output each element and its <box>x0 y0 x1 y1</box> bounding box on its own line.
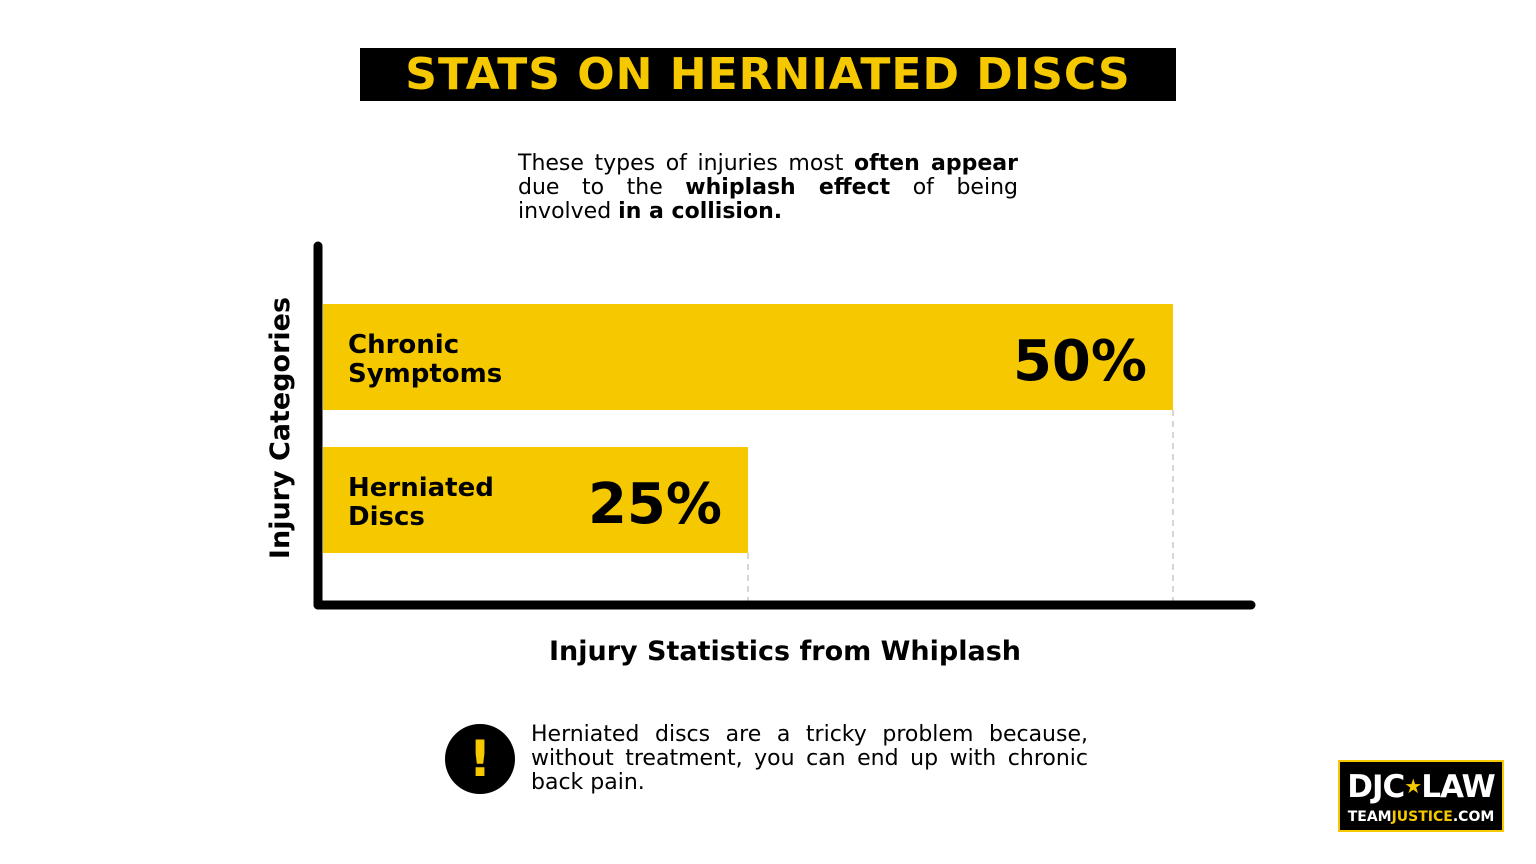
logo-right: LAW <box>1421 769 1496 805</box>
logo-bottom-a: TEAM <box>1347 809 1392 825</box>
category-label: Herniated Discs <box>348 473 494 532</box>
djc-law-logo: DJC★LAW TEAMJUSTICE.COM <box>1338 760 1504 832</box>
intro-text: These types of injuries most often appea… <box>518 152 1018 224</box>
logo-wordmark: DJC★LAW <box>1340 768 1502 805</box>
category-label: Chronic Symptoms <box>348 330 502 389</box>
intro-part: of being involved <box>518 175 1018 224</box>
star-icon: ★ <box>1404 774 1422 798</box>
y-axis-label: Injury Categories <box>265 297 296 559</box>
logo-website: TEAMJUSTICE.COM <box>1340 808 1502 826</box>
title-banner: STATS ON HERNIATED DISCS <box>360 48 1176 101</box>
intro-part: These types of injuries most <box>518 151 854 176</box>
exclamation-icon: ! <box>445 724 515 794</box>
x-axis-label: Injury Statistics from Whiplash <box>549 636 1021 667</box>
logo-left: DJC <box>1347 769 1405 805</box>
logo-bottom-c: .COM <box>1452 809 1495 825</box>
bar <box>323 447 748 553</box>
bar <box>323 304 1173 410</box>
intro-bold: in a collision. <box>618 199 783 224</box>
page-title: STATS ON HERNIATED DISCS <box>405 49 1131 100</box>
intro-part: due to the <box>518 175 686 200</box>
callout-text: Herniated discs are a tricky problem bec… <box>531 722 1088 795</box>
intro-bold: often appear <box>853 151 1018 176</box>
logo-bottom-b: JUSTICE <box>1391 809 1453 825</box>
value-label: 25% <box>588 472 722 537</box>
intro-bold: whiplash effect <box>685 175 891 200</box>
value-label: 50% <box>1013 329 1147 394</box>
